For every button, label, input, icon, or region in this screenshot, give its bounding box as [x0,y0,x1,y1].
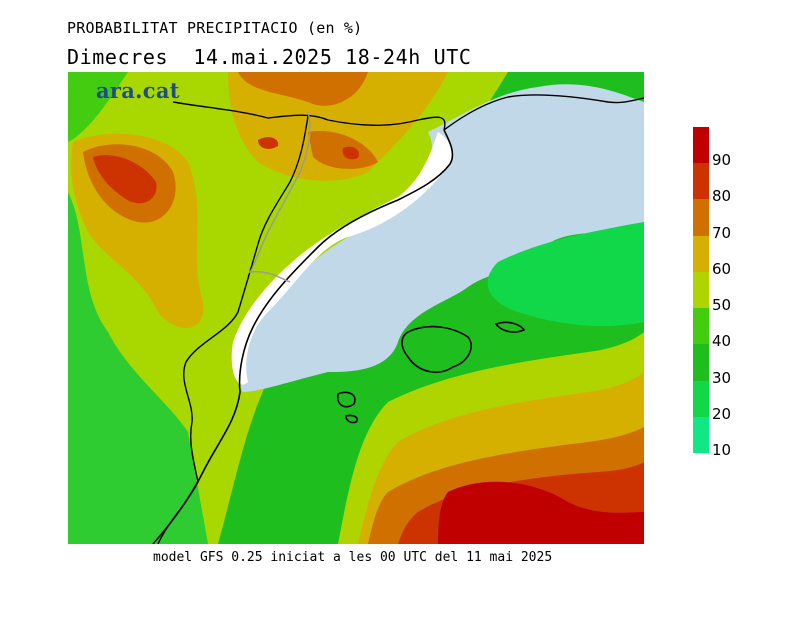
colorbar-label: 60 [712,259,732,278]
colorbar-label: 20 [712,404,732,423]
france-spain-border [172,101,446,131]
zone-west-core [93,154,157,204]
colorbar-segment [693,199,709,236]
colorbar-segment [693,127,709,164]
colorbar-label: 40 [712,332,732,351]
colorbar-label: 70 [712,223,732,242]
colorbar-label: 80 [712,187,732,206]
colorbar [693,127,709,453]
precipitation-map [68,72,644,544]
island-mallorca [401,325,472,373]
island-menorca [494,321,526,333]
zone-north-orange [238,72,368,106]
colorbar-label: 30 [712,368,732,387]
colorbar-segment [693,308,709,345]
map-canvas [68,72,644,544]
region-border-grey [248,111,311,283]
colorbar-label: 10 [712,441,732,459]
zone-east-green [487,222,644,327]
zone-west-green-2 [68,72,128,142]
colorbar-segment [693,416,709,453]
zone-se-red [438,481,644,544]
colorbar-segment [693,235,709,272]
model-footer: model GFS 0.25 iniciat a les 00 UTC del … [153,550,553,565]
chart-subtitle: Dimecres 14.mai.2025 18-24h UTC [67,45,472,69]
island-formentera [345,414,359,424]
northeast-border [443,94,644,131]
zone-north-yellow [228,72,448,181]
zone-west-green [68,192,208,544]
colorbar-segment [693,163,709,200]
colorbar-segment [693,380,709,417]
zone-north-red1 [258,137,279,149]
zone-white-band [231,132,454,385]
colorbar-label: 50 [712,296,732,315]
island-ibiza [336,391,356,408]
zone-north-red2 [342,146,359,160]
coastline [152,129,454,544]
catalonia-border [157,115,309,544]
colorbar-label: 90 [712,151,732,170]
colorbar-segment [693,271,709,309]
logo: ara.cat [96,78,180,103]
sea [236,84,644,392]
chart-title: PROBABILITAT PRECIPITACIO (en %) [67,19,363,37]
colorbar-segment [693,344,709,381]
